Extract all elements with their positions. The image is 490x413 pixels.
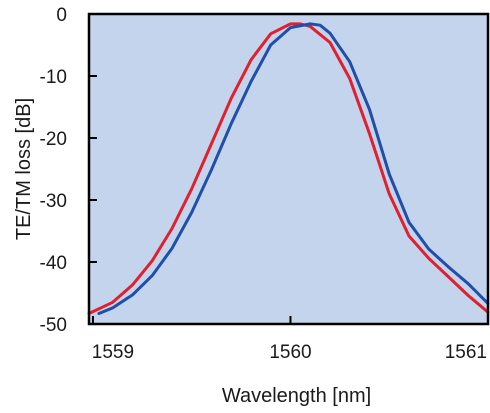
series-line-1: [87, 22, 490, 315]
y-tick-label: -30: [40, 191, 67, 212]
x-tick-label: 1559: [92, 342, 134, 363]
y-tick-label: -40: [40, 253, 67, 274]
y-tick-label: -10: [40, 67, 67, 88]
y-tick-label: -50: [40, 315, 67, 336]
series-line-2: [97, 22, 490, 315]
y-tick-label: -20: [40, 129, 67, 150]
plot-frame: [87, 12, 490, 326]
y-axis-label: TE/TM loss [dB]: [13, 98, 35, 240]
y-tick-label: 0: [56, 5, 67, 26]
x-axis-label: Wavelength [nm]: [222, 385, 371, 407]
ticks-layer: 0 -10 -20 -30 -40 -50 1559 1560 1561: [40, 5, 489, 363]
series-layer: [87, 22, 490, 315]
x-tick-label: 1561: [445, 342, 487, 363]
x-tick-label: 1560: [269, 342, 311, 363]
